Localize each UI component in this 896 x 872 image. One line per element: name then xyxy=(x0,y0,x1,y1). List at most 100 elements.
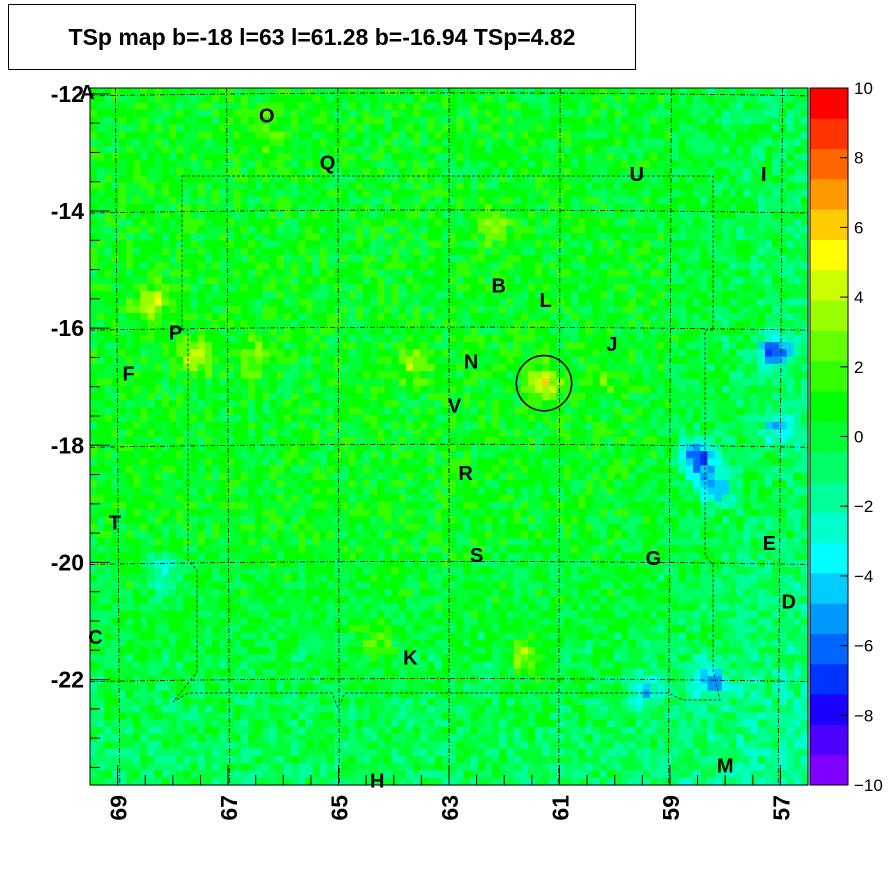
heatmap-cell xyxy=(118,349,127,358)
heatmap-cell xyxy=(427,131,436,140)
heatmap-cell xyxy=(714,414,723,423)
heatmap-cell xyxy=(542,138,551,147)
heatmap-cell xyxy=(283,109,292,118)
heatmap-cell xyxy=(772,291,780,300)
heatmap-cell xyxy=(456,298,464,307)
heatmap-cell xyxy=(262,421,271,430)
heatmap-cell xyxy=(614,407,622,416)
heatmap-cell xyxy=(449,342,457,350)
heatmap-cell xyxy=(348,298,357,307)
heatmap-cell xyxy=(685,327,694,336)
heatmap-cell xyxy=(513,146,522,154)
heatmap-cell xyxy=(606,400,615,409)
heatmap-cell xyxy=(757,298,766,307)
heatmap-cell xyxy=(190,392,199,401)
heatmap-cell xyxy=(470,109,479,118)
heatmap-cell xyxy=(391,102,400,111)
heatmap-cell xyxy=(707,414,716,423)
heatmap-cell xyxy=(750,124,759,133)
heatmap-cell xyxy=(449,211,457,220)
heatmap-cell xyxy=(262,254,271,263)
heatmap-cell xyxy=(90,262,98,271)
heatmap-cell xyxy=(700,436,709,445)
heatmap-cell xyxy=(176,313,184,321)
heatmap-cell xyxy=(168,146,177,154)
heatmap-cell xyxy=(97,254,105,263)
heatmap-cell xyxy=(721,175,730,183)
heatmap-cell xyxy=(161,342,170,350)
heatmap-cell xyxy=(348,284,357,292)
heatmap-cell xyxy=(599,407,608,416)
heatmap-cell xyxy=(97,443,105,452)
heatmap-cell xyxy=(700,276,709,285)
heatmap-cell xyxy=(255,117,263,125)
heatmap-cell xyxy=(492,392,500,401)
heatmap-cell xyxy=(413,102,421,111)
heatmap-cell xyxy=(535,218,543,227)
heatmap-cell xyxy=(434,189,443,198)
heatmap-cell xyxy=(183,349,192,358)
heatmap-cell xyxy=(664,131,673,140)
heatmap-cell xyxy=(262,334,271,343)
heatmap-cell xyxy=(721,363,730,372)
heatmap-cell xyxy=(413,291,421,300)
heatmap-cell xyxy=(779,146,788,154)
heatmap-cell xyxy=(140,153,149,162)
heatmap-cell xyxy=(334,102,342,111)
heatmap-cell xyxy=(585,225,594,234)
heatmap-cell xyxy=(563,211,572,220)
heatmap-cell xyxy=(212,160,220,169)
heatmap-cell xyxy=(197,124,206,133)
heatmap-cell xyxy=(197,196,206,205)
heatmap-cell xyxy=(606,371,615,380)
heatmap-cell xyxy=(370,378,378,387)
heatmap-cell xyxy=(262,225,271,234)
heatmap-cell xyxy=(757,276,766,285)
heatmap-cell xyxy=(484,175,493,183)
heatmap-cell xyxy=(212,218,220,227)
heatmap-cell xyxy=(456,109,464,118)
heatmap-cell xyxy=(714,363,723,372)
heatmap-cell xyxy=(499,189,508,198)
heatmap-cell xyxy=(283,356,292,365)
heatmap-cell xyxy=(729,305,737,314)
heatmap-cell xyxy=(168,131,177,140)
heatmap-cell xyxy=(233,160,242,169)
heatmap-cell xyxy=(197,443,206,452)
heatmap-cell xyxy=(405,211,414,220)
heatmap-cell xyxy=(190,313,199,321)
heatmap-cell xyxy=(219,349,228,358)
heatmap-cell xyxy=(563,204,572,213)
heatmap-cell xyxy=(97,414,105,423)
heatmap-cell xyxy=(276,400,285,409)
heatmap-cell xyxy=(650,291,658,300)
heatmap-cell xyxy=(721,109,730,118)
heatmap-cell xyxy=(729,233,737,242)
heatmap-cell xyxy=(707,189,716,198)
heatmap-cell xyxy=(183,421,192,430)
heatmap-cell xyxy=(535,189,543,198)
heatmap-cell xyxy=(678,102,687,111)
heatmap-cell xyxy=(492,356,500,365)
heatmap-cell xyxy=(240,313,249,321)
heatmap-cell xyxy=(664,407,673,416)
heatmap-cell xyxy=(492,421,500,430)
heatmap-cell xyxy=(779,349,788,358)
heatmap-cell xyxy=(219,124,228,133)
heatmap-cell xyxy=(657,334,665,343)
heatmap-cell xyxy=(527,385,536,394)
heatmap-cell xyxy=(276,291,285,300)
heatmap-cell xyxy=(118,284,127,292)
heatmap-cell xyxy=(642,189,651,198)
heatmap-cell xyxy=(628,385,637,394)
heatmap-cell xyxy=(592,342,601,350)
heatmap-cell xyxy=(599,385,608,394)
heatmap-cell xyxy=(161,276,170,285)
heatmap-cell xyxy=(736,436,744,445)
heatmap-cell xyxy=(578,414,587,423)
heatmap-cell xyxy=(592,109,601,118)
heatmap-cell xyxy=(262,240,271,249)
heatmap-cell xyxy=(90,284,98,292)
heatmap-cell xyxy=(283,95,292,104)
heatmap-cell xyxy=(362,182,371,191)
